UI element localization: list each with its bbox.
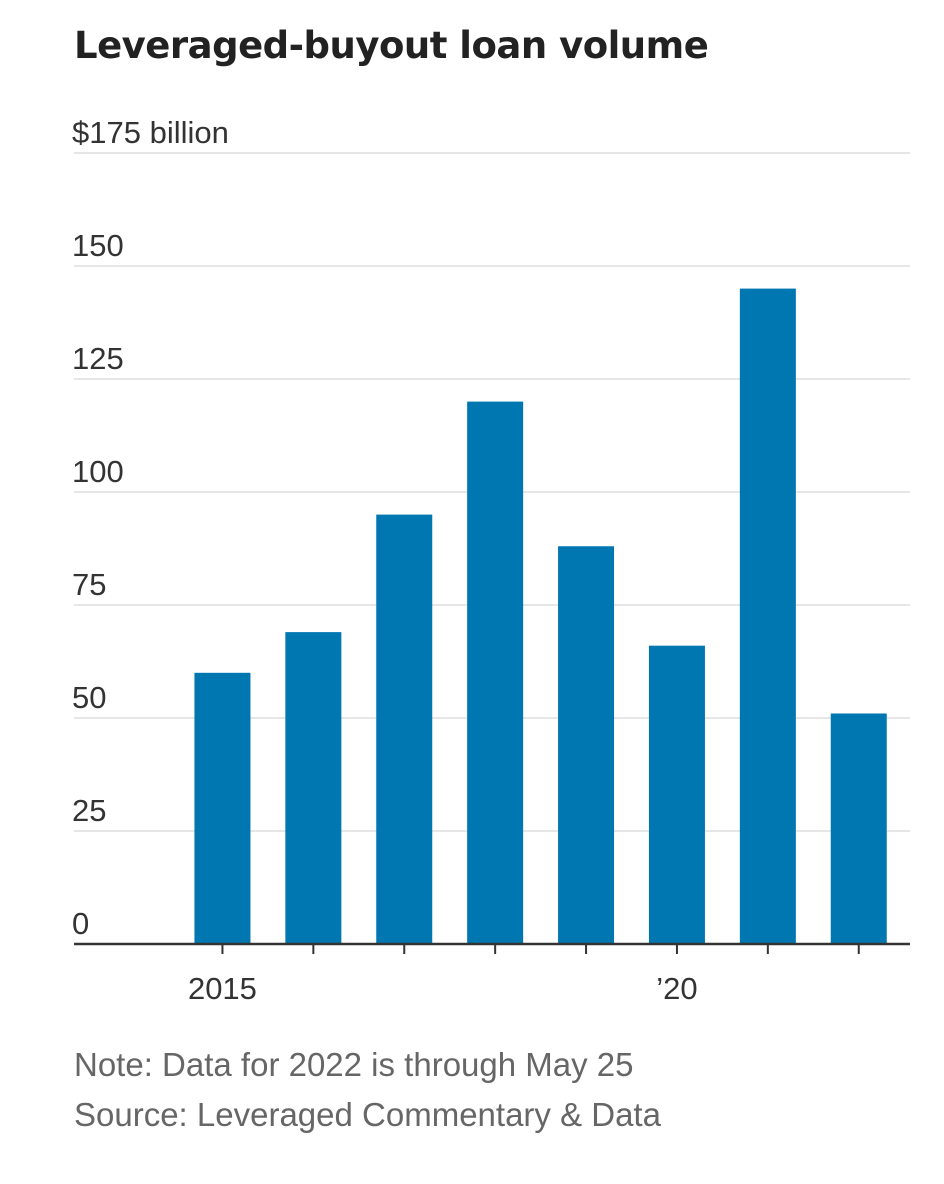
x-tick-label: 2015 xyxy=(188,971,257,1006)
bar-2017 xyxy=(376,514,433,944)
bars xyxy=(194,288,887,945)
x-axis-labels: 2015 ’20 xyxy=(188,971,698,1006)
bar-2021 xyxy=(739,288,796,945)
y-tick-label: 100 xyxy=(72,454,124,489)
x-axis xyxy=(74,942,910,954)
bar-2019 xyxy=(558,546,615,944)
y-tick-label: 150 xyxy=(72,228,124,263)
y-tick-label: 50 xyxy=(72,680,106,715)
y-tick-label: 125 xyxy=(72,341,124,376)
y-tick-label: 25 xyxy=(72,793,106,828)
chart-footer: Note: Data for 2022 is through May 25 So… xyxy=(74,1040,661,1140)
x-tick-label: ’20 xyxy=(656,971,697,1006)
bar-2015 xyxy=(194,672,251,944)
y-tick-label: 75 xyxy=(72,567,106,602)
bar-2022 xyxy=(830,713,887,944)
y-tick-label: $175 billion xyxy=(72,115,229,150)
chart-title: Leveraged-buyout loan volume xyxy=(74,24,709,67)
y-axis-labels: 0 25 50 75 100 125 150 $175 billion xyxy=(72,115,229,941)
chart-source: Source: Leveraged Commentary & Data xyxy=(74,1096,661,1133)
y-tick-label: 0 xyxy=(72,906,89,941)
chart-note: Note: Data for 2022 is through May 25 xyxy=(74,1046,634,1083)
bar-2016 xyxy=(285,632,342,944)
bar-2020 xyxy=(648,645,705,944)
bar-2018 xyxy=(467,401,524,945)
